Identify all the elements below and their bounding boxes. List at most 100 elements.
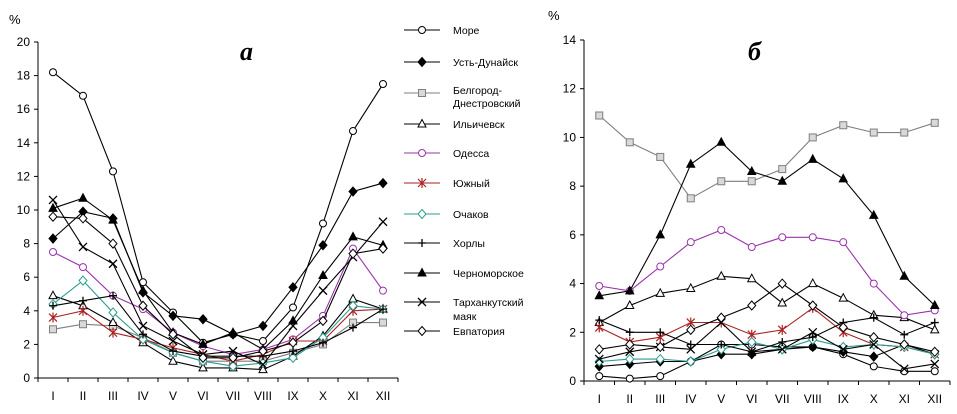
data-point xyxy=(319,219,327,228)
data-point xyxy=(777,278,787,289)
series-3 xyxy=(594,270,940,334)
data-point xyxy=(716,312,726,323)
data-point xyxy=(228,352,238,364)
data-point xyxy=(108,214,118,224)
data-point xyxy=(258,360,268,370)
data-point xyxy=(594,290,605,300)
data-point xyxy=(139,330,147,339)
x-tick-label: V xyxy=(717,392,725,406)
panel-label: б xyxy=(748,37,762,66)
series-line xyxy=(599,339,935,363)
data-point xyxy=(48,290,58,300)
data-point xyxy=(79,263,87,272)
data-point xyxy=(289,347,297,356)
x-tick-label: XI xyxy=(899,392,910,406)
series-line xyxy=(598,115,935,200)
data-point xyxy=(259,337,267,346)
legend-item: Одесса xyxy=(404,148,489,160)
data-point xyxy=(808,133,817,142)
data-point xyxy=(899,339,909,350)
data-point xyxy=(595,372,604,381)
data-point xyxy=(258,320,268,332)
series-line xyxy=(52,295,384,371)
data-point xyxy=(778,338,787,347)
legend-marker xyxy=(418,239,426,247)
data-point xyxy=(869,313,878,322)
data-point xyxy=(716,344,726,355)
data-point xyxy=(624,285,635,295)
data-point xyxy=(378,243,388,254)
data-point xyxy=(838,322,848,333)
legend-label: Очаков xyxy=(453,209,489,221)
data-point xyxy=(168,355,178,365)
data-point xyxy=(685,158,696,168)
data-point xyxy=(900,367,909,376)
data-point xyxy=(746,273,757,283)
y-tick-label: 0 xyxy=(23,371,30,385)
y-tick-label: 14 xyxy=(563,33,577,47)
data-point xyxy=(930,318,939,327)
x-tick-label: VII xyxy=(775,392,790,406)
y-tick-label: 4 xyxy=(569,277,576,291)
data-point xyxy=(899,364,909,374)
data-point xyxy=(348,186,358,197)
legend-label: Хорлы xyxy=(453,238,485,250)
series-line xyxy=(599,317,936,353)
data-point xyxy=(108,316,118,327)
series-0 xyxy=(49,68,387,347)
data-point xyxy=(379,318,387,327)
legend-label: Ильичевск xyxy=(453,119,505,131)
data-point xyxy=(808,341,818,353)
legend-marker xyxy=(417,118,427,128)
data-point xyxy=(717,177,726,186)
data-point xyxy=(109,291,117,300)
data-point xyxy=(685,282,696,292)
data-point xyxy=(868,209,879,219)
legend-item: Тарханкутский маяк xyxy=(404,297,524,323)
data-point xyxy=(594,356,604,367)
data-point xyxy=(198,338,208,348)
data-point xyxy=(318,315,328,327)
data-point xyxy=(378,217,388,227)
data-point xyxy=(746,165,757,176)
y-tick-label: 16 xyxy=(17,102,31,116)
data-point xyxy=(869,128,878,137)
data-point xyxy=(625,347,635,357)
data-point xyxy=(929,324,940,334)
data-point xyxy=(288,352,298,364)
legend-marker xyxy=(417,267,427,277)
data-point xyxy=(78,213,88,224)
x-tick-label: II xyxy=(80,389,87,403)
data-point xyxy=(108,307,118,318)
x-tick-label: III xyxy=(655,392,665,406)
data-point xyxy=(717,340,726,349)
data-point xyxy=(168,329,178,340)
x-tick-label: IX xyxy=(838,392,849,406)
data-point xyxy=(348,300,358,312)
data-point xyxy=(379,286,387,295)
data-point xyxy=(625,138,634,147)
x-tick-label: VII xyxy=(226,389,241,403)
data-point xyxy=(108,238,118,249)
data-point xyxy=(869,351,879,362)
data-point xyxy=(378,177,388,189)
legend-marker xyxy=(417,56,427,68)
data-point xyxy=(655,287,666,297)
x-tick-label: II xyxy=(626,392,633,406)
data-point xyxy=(594,354,604,364)
data-point xyxy=(899,270,910,280)
data-point xyxy=(138,334,148,345)
series-line xyxy=(52,295,384,357)
x-tick-label: V xyxy=(169,389,177,403)
legend-marker xyxy=(418,149,426,157)
data-point xyxy=(109,167,117,176)
data-point xyxy=(777,297,788,307)
series-line xyxy=(599,321,935,370)
series-line xyxy=(52,182,384,335)
x-tick-label: X xyxy=(870,392,878,406)
data-point xyxy=(777,344,787,354)
data-point xyxy=(655,229,666,239)
series-line xyxy=(599,141,936,306)
data-point xyxy=(349,323,357,332)
